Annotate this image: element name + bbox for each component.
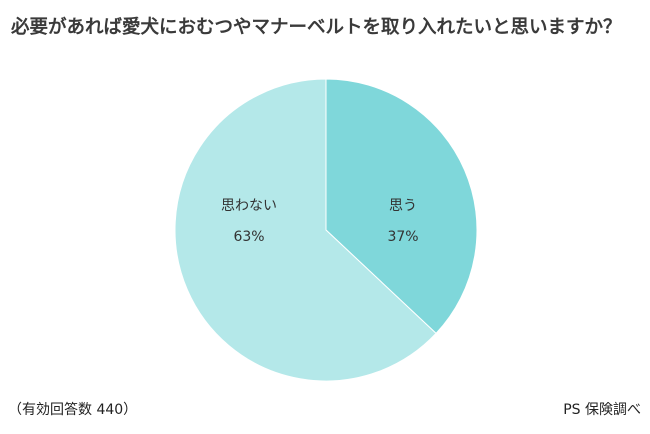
chart-title: 必要があれば愛犬におむつやマナーベルトを取り入れたいと思いますか？ <box>11 17 622 38</box>
slice-category-label: 思わない <box>221 198 277 214</box>
sample-size-note: （有効回答数 440） <box>8 402 138 418</box>
slice-percent-label: 37% <box>387 229 418 245</box>
slice-percent-label: 63% <box>233 229 264 245</box>
source-credit: PS 保険調べ <box>563 402 641 418</box>
slice-label-no: 思わない 63% <box>221 198 277 245</box>
pie-slice-no <box>174 78 437 382</box>
pie-labels: 思う 37% 思わない 63% <box>221 198 419 245</box>
pie-slice-yes <box>325 78 478 335</box>
slice-label-yes: 思う 37% <box>387 198 418 245</box>
pie-slices <box>174 78 478 382</box>
slice-category-label: 思う <box>389 198 417 214</box>
